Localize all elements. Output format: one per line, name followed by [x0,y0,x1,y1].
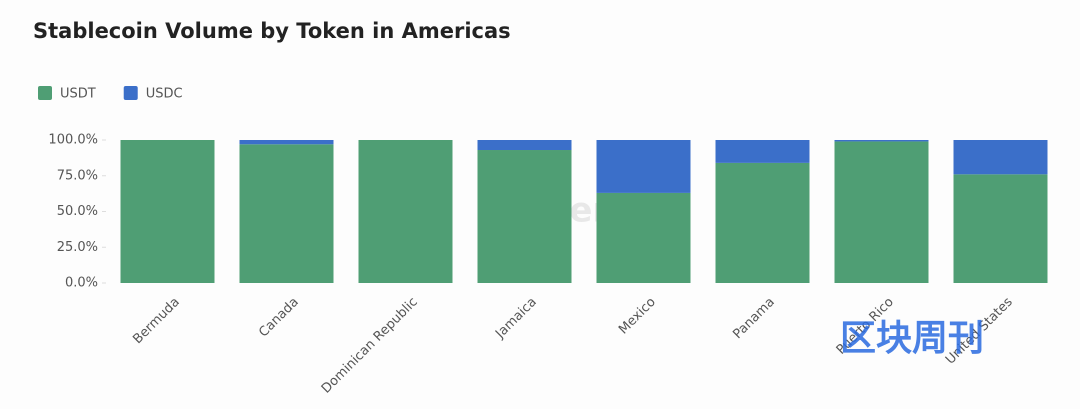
bar-segment [953,140,1048,175]
legend-label: USDC [146,87,183,102]
bar-segment [596,192,691,283]
y-tick-label: 0.0% [65,276,98,291]
bar-segment [358,140,453,283]
watermark: 区块周刊 [840,318,984,359]
chart-title: Stablecoin Volume by Token in Americas [33,19,511,43]
bar-segment [834,140,929,142]
bar-segment [715,140,810,163]
bar-segment [953,174,1048,283]
bar-segment [239,140,334,145]
legend-label: USDT [60,87,96,102]
bar-segment [834,141,929,283]
bar-segment [477,150,572,283]
y-tick-label: 50.0% [57,204,98,219]
legend-swatch [123,86,138,100]
y-tick-label: 25.0% [57,240,98,255]
y-tick-label: 100.0% [48,133,98,148]
y-tick-label: 75.0% [57,168,98,183]
bar-segment [715,162,810,283]
bar-segment [120,140,215,283]
bar-segment [477,140,572,151]
bar-segment [596,140,691,193]
legend-swatch [38,86,52,100]
bar-segment [239,144,334,283]
